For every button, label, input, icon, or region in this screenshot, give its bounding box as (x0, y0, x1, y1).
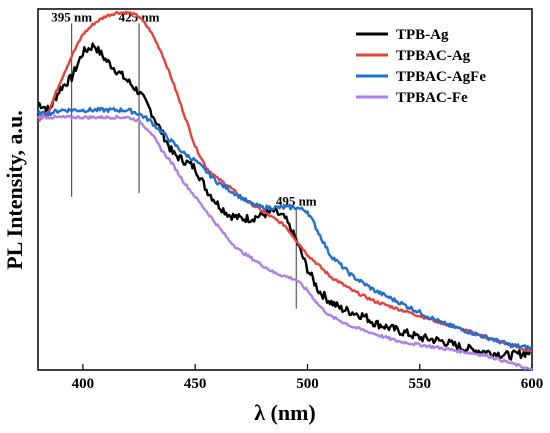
series-group (37, 10, 534, 371)
y-axis-title: PL Intensity, a.u. (2, 110, 27, 270)
plot-frame (37, 8, 533, 371)
series-line-tpbac-agfe (37, 106, 533, 351)
x-tick-label-500: 500 (296, 376, 319, 392)
annotation-label-0: 395 nm (51, 9, 92, 24)
legend: TPB-Ag TPBAC-Ag TPBAC-AgFe TPBAC-Fe (356, 27, 486, 106)
series-line-tpbac-fe (37, 114, 533, 371)
legend-label-tpbac-ag: TPBAC-Ag (396, 48, 471, 64)
x-axis: 400 450 500 550 600 (72, 364, 544, 392)
x-tick-label-550: 550 (408, 376, 431, 392)
annotation-label-2: 495 nm (276, 194, 317, 209)
x-tick-label-450: 450 (184, 376, 207, 392)
x-tick-label-400: 400 (72, 376, 95, 392)
x-axis-title: λ (nm) (254, 400, 316, 425)
legend-label-tpbac-fe: TPBAC-Fe (396, 90, 468, 106)
legend-label-tpbac-agfe: TPBAC-AgFe (396, 69, 486, 85)
legend-label-tpb-ag: TPB-Ag (396, 27, 449, 43)
series-line-tpb-ag (37, 42, 534, 361)
x-tick-label-600: 600 (521, 376, 544, 392)
